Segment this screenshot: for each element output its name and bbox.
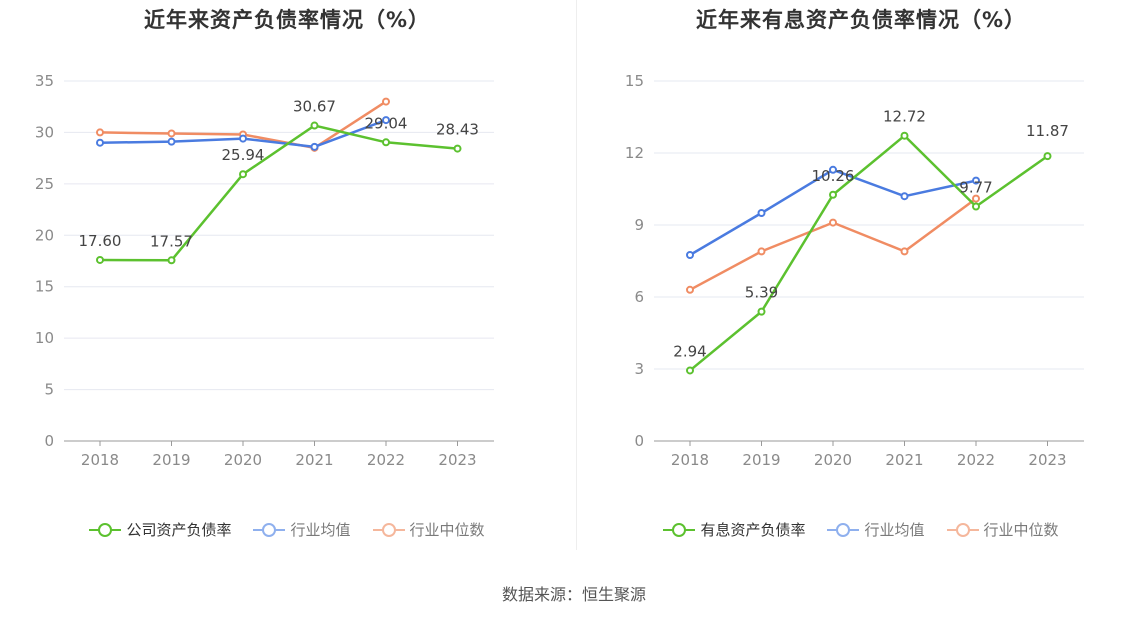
y-tick-label: 20 [35, 226, 54, 244]
data-point[interactable] [96, 255, 104, 264]
data-point[interactable] [757, 209, 766, 217]
data-label: 17.57 [150, 232, 193, 250]
legend-item-company[interactable]: 公司资产负债率 [89, 519, 231, 540]
y-tick-label: 12 [625, 144, 644, 162]
legend-item-company[interactable]: 有息资产负债率 [663, 519, 805, 540]
data-label: 9.77 [959, 179, 992, 197]
legend-symbol-icon [946, 522, 979, 538]
data-source-note: 数据来源：恒生聚源 [501, 585, 646, 604]
x-tick-label: 2023 [438, 451, 476, 469]
chart-title: 近年来有息资产负债率情况（%） [695, 8, 1027, 32]
data-point[interactable] [829, 218, 837, 227]
x-tick-label: 2021 [295, 451, 333, 469]
data-point[interactable] [382, 138, 390, 147]
y-tick-label: 35 [35, 72, 54, 90]
data-point[interactable] [972, 176, 980, 185]
line-chart-interest-debt-ratio: 0 3 6 9 12 15 2018 2019 2020 2021 2022 2023 2.94 5.39… [625, 72, 1084, 469]
y-tick-label: 15 [35, 278, 54, 296]
legend-item-industry-median[interactable]: 行业中位数 [946, 519, 1059, 540]
data-label: 2.94 [673, 342, 706, 360]
panel-divider [576, 0, 577, 550]
data-label: 5.39 [745, 284, 778, 302]
data-label: 10.26 [812, 167, 855, 185]
legend-symbol-icon [827, 522, 860, 538]
data-label: 28.43 [436, 121, 479, 139]
legend-item-industry-avg[interactable]: 行业均值 [253, 519, 351, 540]
data-point[interactable] [686, 366, 694, 375]
data-point[interactable] [382, 116, 390, 125]
data-label: 30.67 [293, 98, 336, 116]
chart-legend: 有息资产负债率 行业均值 行业中位数 [574, 519, 1148, 540]
x-tick-label: 2018 [81, 451, 119, 469]
line-chart-debt-ratio: 0 5 10 15 20 25 30 35 2018 2019 2020 2021 2022 2023 17… [35, 72, 494, 469]
y-tick-label: 0 [634, 432, 644, 450]
y-tick-label: 30 [35, 123, 54, 141]
data-point[interactable] [453, 144, 462, 153]
x-tick-label: 2020 [814, 451, 852, 469]
legend-symbol-icon [253, 522, 286, 538]
chart-panel-debt-ratio: 近年来资产负债率情况（%） 0 5 10 15 20 25 30 35 2018 2019 2020… [0, 0, 574, 560]
data-label: 12.72 [883, 108, 926, 126]
data-point[interactable] [96, 138, 104, 147]
y-tick-label: 5 [44, 381, 54, 399]
chart-panel-interest-debt-ratio: 近年来有息资产负债率情况（%） 0 3 6 9 12 15 2018 2019 2020 2021… [574, 0, 1148, 560]
legend-label: 行业中位数 [983, 521, 1059, 539]
legend-item-industry-median[interactable]: 行业中位数 [372, 519, 485, 540]
y-tick-label: 25 [35, 175, 54, 193]
legend-label: 公司资产负债率 [126, 521, 232, 539]
y-tick-label: 0 [44, 432, 54, 450]
data-point[interactable] [167, 137, 176, 146]
legend-label: 行业均值 [864, 521, 925, 539]
data-point[interactable] [900, 192, 909, 201]
legend-label: 行业中位数 [409, 521, 485, 539]
data-point[interactable] [757, 307, 766, 316]
chart-legend: 公司资产负债率 行业均值 行业中位数 [0, 519, 574, 540]
y-tick-label: 3 [634, 360, 644, 378]
x-tick-label: 2022 [957, 451, 995, 469]
x-tick-label: 2018 [671, 451, 709, 469]
data-point[interactable] [900, 131, 909, 140]
legend-label: 行业均值 [290, 521, 351, 539]
chart-title: 近年来资产负债率情况（%） [143, 8, 431, 32]
y-tick-label: 10 [35, 329, 54, 347]
data-point[interactable] [900, 247, 909, 256]
data-point[interactable] [96, 128, 104, 137]
data-label: 17.60 [79, 232, 122, 250]
legend-symbol-icon [89, 522, 122, 538]
data-label: 25.94 [222, 146, 265, 164]
x-tick-label: 2022 [367, 451, 405, 469]
data-point[interactable] [686, 285, 694, 294]
data-label: 29.04 [365, 114, 408, 132]
y-tick-label: 9 [634, 216, 644, 234]
x-tick-label: 2019 [152, 451, 190, 469]
series-line [689, 134, 1049, 372]
data-point[interactable] [310, 121, 319, 130]
series-line [99, 124, 458, 262]
data-point[interactable] [1043, 152, 1052, 161]
legend-item-industry-avg[interactable]: 行业均值 [827, 519, 925, 540]
data-point[interactable] [239, 170, 247, 179]
data-point[interactable] [972, 194, 980, 203]
data-point[interactable] [686, 251, 694, 259]
data-point[interactable] [829, 165, 837, 174]
data-point[interactable] [310, 142, 319, 151]
x-tick-label: 2021 [885, 451, 923, 469]
x-tick-label: 2023 [1028, 451, 1066, 469]
legend-symbol-icon [663, 522, 696, 538]
x-tick-label: 2019 [742, 451, 780, 469]
x-tick-label: 2020 [224, 451, 262, 469]
data-point[interactable] [167, 129, 176, 138]
data-point[interactable] [382, 97, 390, 106]
series-line [689, 197, 977, 291]
legend-symbol-icon [372, 522, 405, 538]
data-point[interactable] [757, 247, 766, 256]
data-point[interactable] [167, 256, 176, 265]
legend-label: 有息资产负债率 [700, 521, 806, 539]
y-tick-label: 15 [625, 72, 644, 90]
y-tick-label: 6 [634, 288, 644, 306]
data-point[interactable] [972, 202, 980, 211]
data-point[interactable] [239, 134, 247, 143]
data-label: 11.87 [1026, 122, 1069, 140]
data-point[interactable] [829, 190, 837, 199]
